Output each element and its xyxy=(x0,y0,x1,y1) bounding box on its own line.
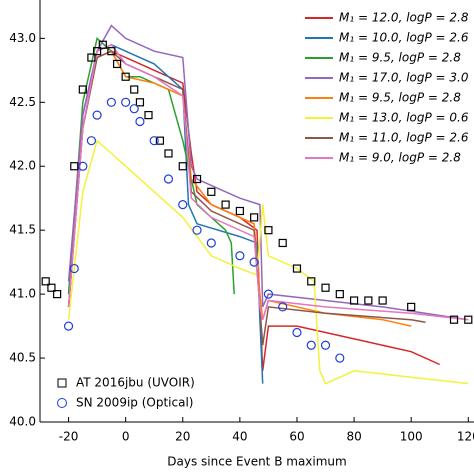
data-point xyxy=(221,200,230,209)
legend-label: M₁ = 9.0, logP = 2.8 xyxy=(339,151,461,165)
data-point xyxy=(135,98,145,107)
data-point xyxy=(449,315,459,324)
legend-label: M₁ = 17.0, logP = 3.0 xyxy=(339,71,469,85)
data-point xyxy=(107,47,116,56)
data-point xyxy=(121,72,130,81)
data-point xyxy=(335,353,345,363)
x-tick-label: 0 xyxy=(122,430,130,444)
data-point xyxy=(70,162,79,171)
data-point xyxy=(78,161,88,171)
data-point xyxy=(235,251,245,261)
x-tick-label: -20 xyxy=(59,430,79,444)
data-point xyxy=(192,174,202,184)
data-point xyxy=(263,289,274,299)
legend-label: M₁ = 11.0, logP = 2.6 xyxy=(339,131,469,145)
data-point xyxy=(106,97,116,107)
x-axis-label: Days since Event B maximum xyxy=(167,455,346,469)
data-point xyxy=(63,321,74,331)
data-point xyxy=(249,257,259,267)
x-tick-label: 100 xyxy=(400,430,423,444)
data-point xyxy=(250,213,259,222)
data-point xyxy=(155,136,165,145)
legend-label: M₁ = 9.5, logP = 2.8 xyxy=(339,91,461,105)
data-point xyxy=(407,302,416,312)
data-point xyxy=(69,263,79,274)
legend-label: M₁ = 9.5, logP = 2.8 xyxy=(339,51,461,65)
y-tick-label: 42.5 xyxy=(9,95,36,109)
y-tick-label: 43.0 xyxy=(9,31,36,45)
data-point xyxy=(163,174,174,184)
legend-label: SN 2009ip (Optical) xyxy=(76,396,193,410)
data-point xyxy=(349,296,359,305)
data-point xyxy=(53,290,62,299)
data-point xyxy=(121,97,131,107)
data-point xyxy=(207,187,216,196)
plot-area xyxy=(41,24,473,385)
x-tick-label: 60 xyxy=(289,430,304,444)
y-tick-label: 41.5 xyxy=(9,223,36,237)
data-point xyxy=(364,296,373,305)
data-point xyxy=(78,85,87,94)
data-point xyxy=(47,283,56,292)
data-point xyxy=(278,302,288,312)
data-point xyxy=(264,226,273,235)
x-tick-label: 120 xyxy=(457,430,474,444)
legend-marker xyxy=(57,398,67,408)
data-point xyxy=(112,59,122,69)
legend-label: AT 2016jbu (UVOIR) xyxy=(76,376,195,390)
data-point xyxy=(130,85,139,94)
data-point xyxy=(378,296,387,305)
data-point xyxy=(144,110,153,120)
data-point xyxy=(93,47,102,56)
data-point xyxy=(307,277,316,286)
data-point xyxy=(335,290,344,299)
data-point xyxy=(41,277,50,286)
data-point xyxy=(178,200,188,210)
y-tick-label: 41.0 xyxy=(9,287,36,301)
data-point xyxy=(292,327,302,338)
x-tick-label: 40 xyxy=(232,430,247,444)
data-point xyxy=(86,136,96,146)
data-point xyxy=(321,283,330,292)
data-point xyxy=(164,149,173,158)
legend-label: M₁ = 12.0, logP = 2.8 xyxy=(339,11,469,25)
legend-label: M₁ = 13.0, logP = 0.6 xyxy=(339,111,469,125)
data-point xyxy=(306,340,316,350)
data-point xyxy=(235,206,244,216)
data-point xyxy=(135,116,145,127)
model-line xyxy=(67,24,469,321)
data-point xyxy=(149,136,159,146)
model-line xyxy=(67,50,426,346)
data-point xyxy=(292,264,302,273)
legend-label: M₁ = 10.0, logP = 2.6 xyxy=(339,31,469,45)
data-point xyxy=(192,225,202,235)
data-point xyxy=(92,110,102,120)
data-point xyxy=(464,315,473,324)
data-point xyxy=(178,162,187,171)
y-tick-label: 40.0 xyxy=(9,415,36,429)
data-point xyxy=(98,40,107,49)
data-point xyxy=(278,238,287,248)
data-point xyxy=(129,104,139,114)
data-point xyxy=(87,53,96,62)
x-tick-label: 80 xyxy=(346,430,361,444)
data-point xyxy=(206,238,216,248)
x-tick-label: 20 xyxy=(175,430,190,444)
y-tick-label: 40.5 xyxy=(9,351,36,365)
model-line xyxy=(67,43,469,321)
data-point xyxy=(320,340,331,350)
y-tick-label: 42.0 xyxy=(9,159,36,173)
legend-marker xyxy=(57,378,67,388)
model-line xyxy=(67,139,469,385)
